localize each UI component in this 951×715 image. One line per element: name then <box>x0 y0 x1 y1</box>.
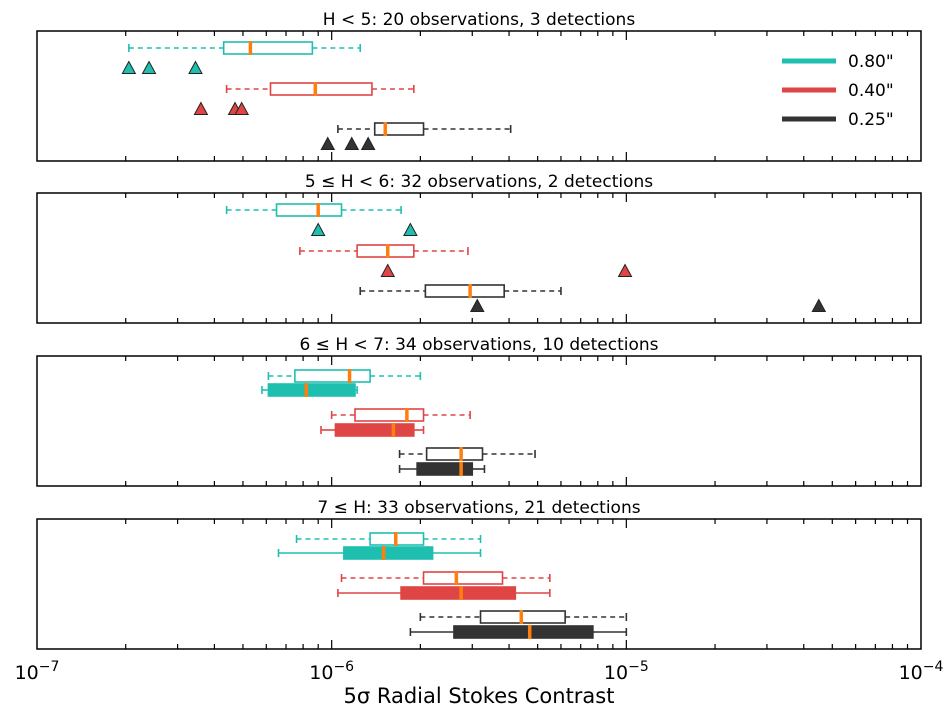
iqr-box <box>453 625 594 639</box>
iqr-box <box>425 447 484 461</box>
box-outline-080 <box>267 369 422 383</box>
detection-marker <box>234 101 250 116</box>
box-outline-040 <box>340 571 551 585</box>
detection-marker <box>121 60 137 75</box>
legend-label: 0.40" <box>848 81 894 101</box>
detection-marker <box>469 298 485 313</box>
box-outline-040 <box>225 82 415 96</box>
detection-marker <box>617 263 633 278</box>
iqr-box <box>373 122 425 136</box>
panel-title: 7 ≤ H: 33 observations, 21 detections <box>317 498 640 518</box>
box-filled-025 <box>398 462 486 476</box>
detection-marker <box>380 263 396 278</box>
panel-title: H < 5: 20 observations, 3 detections <box>323 10 636 30</box>
panel-4: 7 ≤ H: 33 observations, 21 detections <box>36 498 922 650</box>
box-filled-025 <box>409 625 628 639</box>
panel-frame <box>36 518 922 650</box>
box-outline-025 <box>419 610 628 624</box>
box-outline-080 <box>128 41 362 55</box>
detection-marker <box>403 222 418 237</box>
box-outline-025 <box>337 122 512 136</box>
legend: 0.80" 0.40" 0.25" <box>782 52 894 130</box>
box-outline-080 <box>225 203 402 217</box>
iqr-box <box>424 284 505 298</box>
iqr-box <box>267 383 356 397</box>
legend-label: 0.25" <box>848 110 894 130</box>
x-tick-label: 10−5 <box>604 659 649 684</box>
iqr-box <box>343 546 434 560</box>
x-tick-label: 10−7 <box>15 659 60 684</box>
box-outline-080 <box>295 532 482 546</box>
iqr-box <box>356 244 415 258</box>
x-tick-label: 10−4 <box>899 659 944 684</box>
box-filled-080 <box>277 546 482 560</box>
box-filled-040 <box>337 586 551 600</box>
iqr-box <box>354 408 425 422</box>
iqr-box <box>275 203 343 217</box>
panel-2: 5 ≤ H < 6: 32 observations, 2 detections <box>36 172 922 324</box>
panel-frame <box>36 192 922 324</box>
iqr-box <box>222 41 314 55</box>
detection-marker <box>310 222 326 237</box>
detection-marker <box>320 136 336 151</box>
panel-title: 5 ≤ H < 6: 32 observations, 2 detections <box>305 172 653 192</box>
box-outline-040 <box>330 408 471 422</box>
box-filled-080 <box>261 383 358 397</box>
detection-marker <box>188 60 203 75</box>
detection-marker <box>360 136 376 151</box>
detection-marker <box>811 298 827 313</box>
box-outline-040 <box>299 244 469 258</box>
iqr-box <box>269 82 373 96</box>
box-outline-025 <box>398 447 536 461</box>
panel-title: 6 ≤ H < 7: 34 observations, 10 detection… <box>299 335 658 355</box>
legend-label: 0.80" <box>848 52 894 72</box>
x-axis-label: 5σ Radial Stokes Contrast <box>344 684 615 708</box>
iqr-box <box>400 586 517 600</box>
panel-frame <box>36 30 922 162</box>
detection-marker <box>344 136 360 151</box>
box-outline-025 <box>359 284 562 298</box>
box-filled-040 <box>320 423 425 437</box>
iqr-box <box>422 571 504 585</box>
panel-3: 6 ≤ H < 7: 34 observations, 10 detection… <box>36 335 922 487</box>
iqr-box <box>294 369 371 383</box>
panel-1: H < 5: 20 observations, 3 detections 0.80… <box>36 10 922 162</box>
x-tick-label: 10−6 <box>309 659 354 684</box>
detection-marker <box>141 60 157 75</box>
detection-marker <box>193 101 209 116</box>
iqr-box <box>334 423 415 437</box>
iqr-box <box>416 462 474 476</box>
panel-frame <box>36 355 922 487</box>
